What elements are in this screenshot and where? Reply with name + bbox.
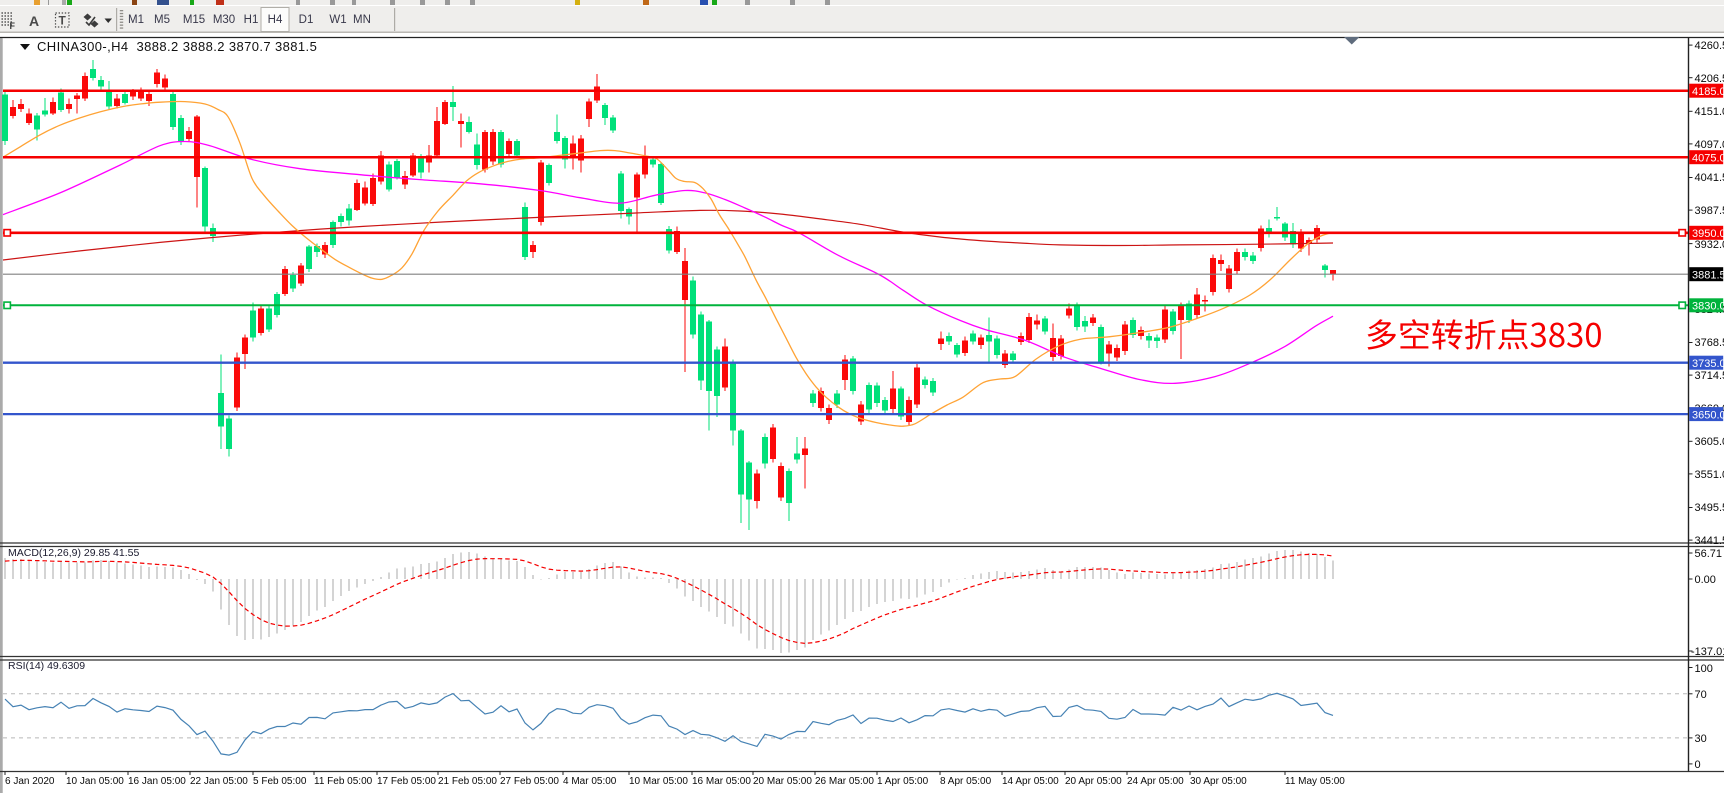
svg-text:24 Apr 05:00: 24 Apr 05:00	[1127, 776, 1184, 787]
svg-text:11 Feb 05:00: 11 Feb 05:00	[314, 776, 373, 787]
svg-text:16 Mar 05:00: 16 Mar 05:00	[692, 776, 751, 787]
svg-text:MN: MN	[353, 14, 371, 26]
svg-text:1 Apr 05:00: 1 Apr 05:00	[877, 776, 929, 787]
svg-text:W1: W1	[329, 14, 346, 26]
svg-text:30: 30	[1695, 733, 1707, 745]
svg-text:21 Feb 05:00: 21 Feb 05:00	[438, 776, 497, 787]
svg-text:8 Apr 05:00: 8 Apr 05:00	[940, 776, 992, 787]
svg-text:26 Mar 05:00: 26 Mar 05:00	[815, 776, 874, 787]
svg-text:4185.0: 4185.0	[1692, 86, 1724, 98]
svg-text:27 Feb 05:00: 27 Feb 05:00	[500, 776, 559, 787]
svg-text:3650.0: 3650.0	[1692, 409, 1724, 421]
svg-text:17 Feb 05:00: 17 Feb 05:00	[377, 776, 436, 787]
svg-text:4041.5: 4041.5	[1695, 172, 1724, 184]
svg-text:11 May 05:00: 11 May 05:00	[1285, 776, 1345, 787]
svg-text:20 Mar 05:00: 20 Mar 05:00	[753, 776, 812, 787]
svg-text:4 Mar 05:00: 4 Mar 05:00	[563, 776, 617, 787]
svg-text:30 Apr 05:00: 30 Apr 05:00	[1190, 776, 1247, 787]
svg-text:3605.0: 3605.0	[1695, 436, 1724, 448]
svg-text:4151.0: 4151.0	[1695, 106, 1724, 118]
svg-text:5 Feb 05:00: 5 Feb 05:00	[253, 776, 307, 787]
svg-text:14 Apr 05:00: 14 Apr 05:00	[1002, 776, 1059, 787]
svg-text:0: 0	[1695, 759, 1701, 771]
svg-text:16 Jan 05:00: 16 Jan 05:00	[128, 776, 186, 787]
svg-text:10 Jan 05:00: 10 Jan 05:00	[66, 776, 124, 787]
svg-text:3735.0: 3735.0	[1692, 358, 1724, 370]
svg-text:T: T	[59, 14, 67, 28]
svg-text:6 Jan 2020: 6 Jan 2020	[5, 776, 55, 787]
svg-text:M15: M15	[183, 14, 205, 26]
svg-text:-137.01: -137.01	[1691, 646, 1724, 658]
svg-text:100: 100	[1695, 663, 1713, 675]
svg-text:M1: M1	[128, 14, 144, 26]
svg-text:10 Mar 05:00: 10 Mar 05:00	[629, 776, 688, 787]
svg-text:4206.5: 4206.5	[1695, 73, 1724, 85]
svg-text:3830.0: 3830.0	[1692, 301, 1724, 313]
svg-text:D1: D1	[299, 14, 314, 26]
svg-text:3881.5: 3881.5	[1692, 269, 1724, 281]
svg-text:RSI(14) 49.6309: RSI(14) 49.6309	[8, 660, 85, 672]
svg-text:3768.5: 3768.5	[1695, 337, 1724, 349]
svg-text:3551.0: 3551.0	[1695, 469, 1724, 481]
svg-text:F: F	[10, 21, 16, 31]
svg-text:A: A	[29, 13, 39, 29]
svg-text:20 Apr 05:00: 20 Apr 05:00	[1065, 776, 1122, 787]
svg-text:22 Jan 05:00: 22 Jan 05:00	[190, 776, 248, 787]
svg-text:0.00: 0.00	[1695, 574, 1716, 586]
svg-text:M5: M5	[154, 14, 170, 26]
svg-text:3441.5: 3441.5	[1695, 535, 1724, 547]
svg-text:CHINA300-,H4 3888.2 3888.2 38: CHINA300-,H4 3888.2 3888.2 3870.7 3881.5	[37, 39, 317, 54]
svg-text:4075.0: 4075.0	[1692, 152, 1724, 164]
svg-text:56.71: 56.71	[1695, 548, 1723, 560]
svg-text:3987.5: 3987.5	[1695, 205, 1724, 217]
svg-text:MACD(12,26,9) 29.85 41.55: MACD(12,26,9) 29.85 41.55	[8, 547, 139, 559]
svg-text:3714.5: 3714.5	[1695, 370, 1724, 382]
svg-text:3950.0: 3950.0	[1692, 228, 1724, 240]
svg-text:4260.5: 4260.5	[1695, 40, 1724, 52]
svg-text:3932.0: 3932.0	[1695, 239, 1724, 251]
svg-text:4097.0: 4097.0	[1695, 139, 1724, 151]
svg-text:3495.5: 3495.5	[1695, 502, 1724, 514]
svg-text:H4: H4	[268, 14, 283, 26]
svg-text:M30: M30	[213, 14, 235, 26]
svg-text:H1: H1	[244, 14, 259, 26]
svg-text:70: 70	[1695, 689, 1707, 701]
